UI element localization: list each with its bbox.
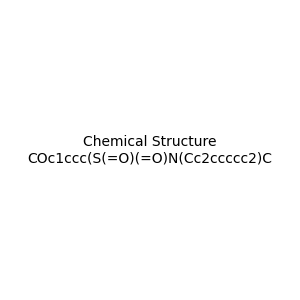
Text: Chemical Structure
COc1ccc(S(=O)(=O)N(Cc2ccccc2)C: Chemical Structure COc1ccc(S(=O)(=O)N(Cc… bbox=[28, 135, 272, 165]
